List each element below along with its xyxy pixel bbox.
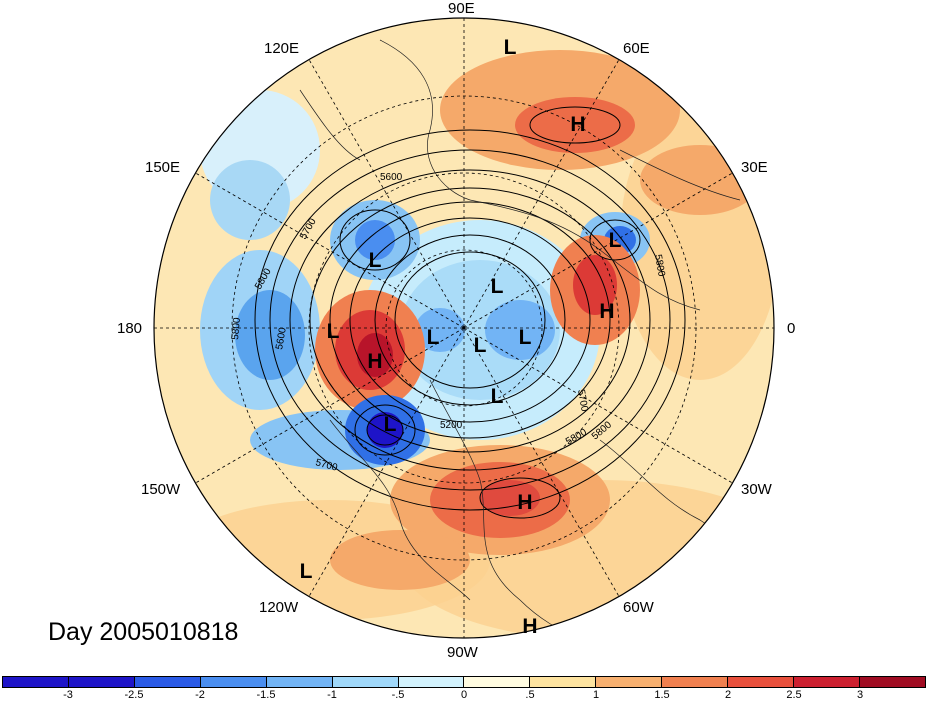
longitude-label-90e: 90E xyxy=(448,0,475,17)
colorbar-tick-label: 1.5 xyxy=(654,689,670,701)
contour-label: 5200 xyxy=(440,420,463,431)
high-pressure-marker: H xyxy=(517,491,533,514)
map-boundary xyxy=(153,17,775,639)
colorbar-tick-label: .5 xyxy=(525,689,535,701)
low-pressure-marker: L xyxy=(490,275,504,298)
colorbar-cell xyxy=(68,677,135,687)
colorbar-tick-label: 1 xyxy=(592,689,600,701)
colorbar-tick-label: -1.5 xyxy=(256,689,276,701)
low-pressure-marker: L xyxy=(368,249,382,272)
colorbar-cell xyxy=(596,677,663,687)
longitude-label-150e: 150E xyxy=(145,159,181,176)
longitude-label-60e: 60E xyxy=(623,40,650,57)
high-pressure-marker: H xyxy=(522,615,538,638)
low-pressure-marker: L xyxy=(490,385,504,408)
contour-label: 5600 xyxy=(380,172,403,183)
colorbar-cell xyxy=(728,677,795,687)
high-pressure-marker: H xyxy=(367,350,383,373)
colorbar-cell xyxy=(332,677,399,687)
height-contours xyxy=(254,106,686,519)
low-pressure-marker: L xyxy=(426,326,440,349)
colorbar-tick-label: -2.5 xyxy=(124,689,144,701)
colorbar-cell xyxy=(530,677,597,687)
colorbar-cell xyxy=(266,677,333,687)
high-pressure-marker: H xyxy=(599,300,615,323)
colorbar-cell xyxy=(794,677,860,687)
contour-label: 5600 xyxy=(274,326,289,350)
low-pressure-marker: L xyxy=(383,413,397,436)
contour-label: 5700 xyxy=(575,389,590,413)
contour-label: 5800 xyxy=(230,317,243,341)
colorbar xyxy=(2,676,926,688)
colorbar-tick-label: -3 xyxy=(63,689,73,701)
colorbar-tick-label: 0 xyxy=(460,689,468,701)
low-pressure-marker: L xyxy=(473,334,487,357)
longitude-label-90w: 90W xyxy=(447,644,478,661)
longitude-label-120e: 120E xyxy=(264,40,300,57)
colorbar-cell xyxy=(134,677,201,687)
colorbar-tick-label: 2 xyxy=(724,689,732,701)
day-label: Day 2005010818 xyxy=(48,618,239,646)
colorbar-tick-label: -.5 xyxy=(391,689,405,701)
colorbar-tick-label: -1 xyxy=(327,689,337,701)
longitude-label-150w: 150W xyxy=(141,481,181,498)
longitude-label-30e: 30E xyxy=(741,159,768,176)
low-pressure-marker: L xyxy=(326,320,340,343)
colorbar-cell xyxy=(464,677,531,687)
colorbar-cell xyxy=(662,677,729,687)
colorbar-tick-label: 2.5 xyxy=(786,689,802,701)
low-pressure-marker: L xyxy=(503,36,517,59)
longitude-label-30w: 30W xyxy=(741,481,772,498)
longitude-label-120w: 120W xyxy=(259,599,299,616)
colorbar-cell xyxy=(3,677,69,687)
high-pressure-marker: H xyxy=(570,113,586,136)
colorbar-ticks: -3 -2.5 -2 -1.5 -1 -.5 0 .5 1 1.5 2 2.5 3 xyxy=(2,689,926,702)
graticule xyxy=(154,18,774,638)
colorbar-cell xyxy=(859,677,925,687)
longitude-label-60w: 60W xyxy=(623,599,654,616)
low-pressure-marker: L xyxy=(608,229,622,252)
colorbar-tick-label: 3 xyxy=(856,689,864,701)
low-pressure-marker: L xyxy=(518,326,532,349)
contour-label: 5800 xyxy=(652,254,667,278)
colorbar-cell xyxy=(200,677,267,687)
colorbar-tick-label: -2 xyxy=(195,689,205,701)
colorbar-cell xyxy=(398,677,465,687)
longitude-label-0: 0 xyxy=(787,320,796,337)
longitude-label-180: 180 xyxy=(117,320,143,337)
low-pressure-marker: L xyxy=(299,560,313,583)
